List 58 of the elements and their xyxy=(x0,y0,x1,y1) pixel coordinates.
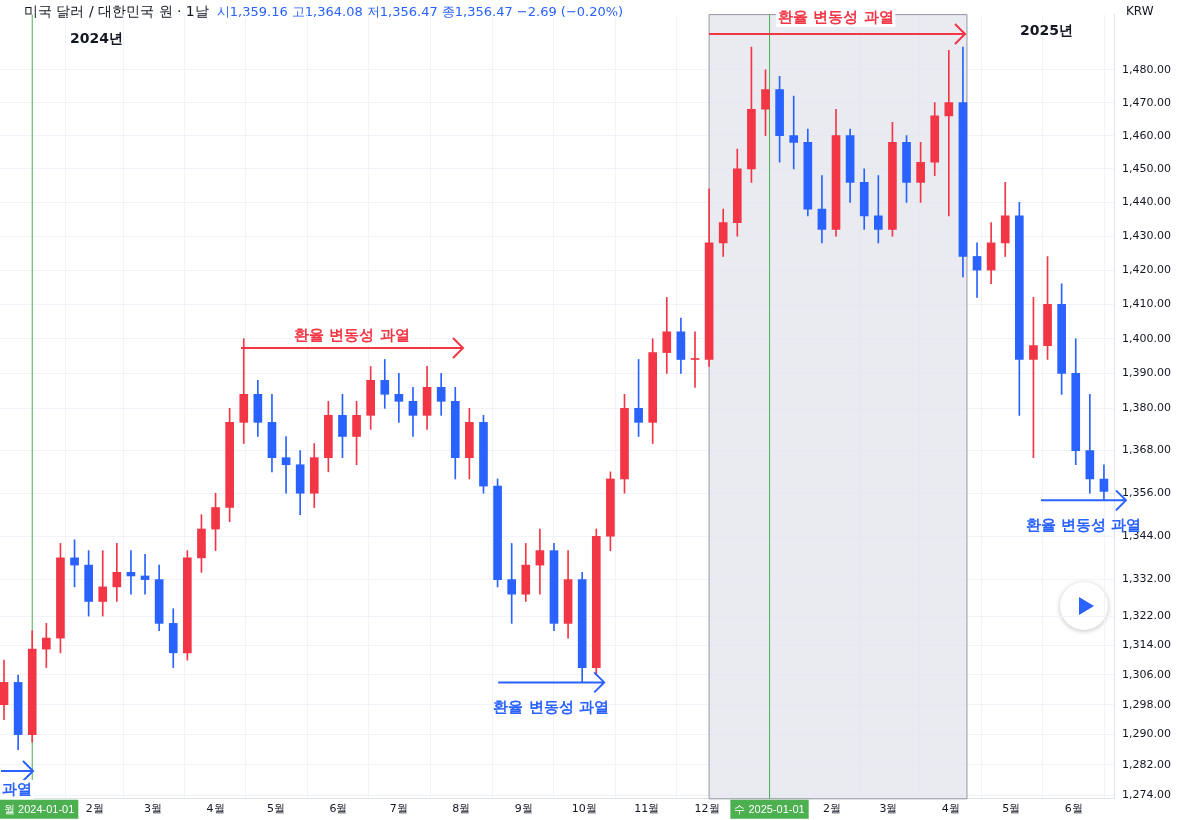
y-tick-label: 1,470.00 xyxy=(1122,95,1171,109)
candlestick xyxy=(690,331,700,388)
x-tick-label: 4월 xyxy=(941,802,960,816)
y-tick-label: 1,410.00 xyxy=(1122,297,1171,311)
x-tick-label: 8월 xyxy=(452,802,471,816)
x-tick-label: 6월 xyxy=(1064,802,1083,816)
x-tick-label: 3월 xyxy=(144,802,163,816)
y-tick-label: 1,306.00 xyxy=(1122,667,1171,681)
x-tick-label: 6월 xyxy=(329,802,348,816)
y-tick-label: 1,274.00 xyxy=(1122,787,1171,801)
y-tick-label: 1,322.00 xyxy=(1122,608,1171,622)
y-tick-label: 1,380.00 xyxy=(1122,401,1171,415)
y-tick-label: 1,400.00 xyxy=(1122,331,1171,345)
x-tick-label: 2월 xyxy=(822,802,841,816)
annotation: 환율 변동성 과열 xyxy=(776,8,896,27)
annotation: 2025년 xyxy=(1020,22,1073,40)
candlestick xyxy=(394,373,404,423)
x-tick-label: 5월 xyxy=(266,802,285,816)
candlestick xyxy=(112,543,122,602)
x-tick-label: 11월 xyxy=(634,802,660,816)
candlestick xyxy=(789,95,799,170)
y-tick-label: 1,332.00 xyxy=(1122,572,1171,586)
annotation: 환율 변동성 과열 xyxy=(493,697,609,716)
y-tick-label: 1,420.00 xyxy=(1122,262,1171,276)
candlestick xyxy=(98,550,108,617)
x-tick-label: 5월 xyxy=(1002,802,1021,816)
x-tick-label: 4월 xyxy=(206,802,225,816)
annotation: 환율 변동성 과열 xyxy=(292,326,412,345)
candlestick xyxy=(944,49,954,217)
annotation: 2024년 xyxy=(70,30,123,48)
candlestick xyxy=(535,528,545,595)
y-tick-label: 1,356.00 xyxy=(1122,486,1171,500)
x-tick-label: 7월 xyxy=(389,802,408,816)
y-tick-label: 1,368.00 xyxy=(1122,443,1171,457)
x-tick-label: 10월 xyxy=(571,802,597,816)
text: KRW xyxy=(1126,4,1154,18)
chart-title: 미국 달러 / 대한민국 원 · 1날 xyxy=(24,3,209,19)
ref-line-label: 수 2025-01-01 xyxy=(734,802,805,815)
y-tick-label: 1,460.00 xyxy=(1122,128,1171,142)
chart-subtitle: 시1,359.16 고1,364.08 저1,356.47 종1,356.47 −2.69 (−0.20%) xyxy=(216,4,624,19)
y-tick-label: 1,440.00 xyxy=(1122,195,1171,209)
x-tick-label: 2월 xyxy=(85,802,104,816)
y-tick-label: 1,430.00 xyxy=(1122,228,1171,242)
y-tick-label: 1,314.00 xyxy=(1122,638,1171,652)
annotation: 과열 xyxy=(0,780,34,799)
y-tick-label: 1,282.00 xyxy=(1122,757,1171,771)
y-tick-label: 1,480.00 xyxy=(1122,62,1171,76)
ref-line-label: 월 2024-01-01 xyxy=(4,802,75,815)
x-tick-label: 12월 xyxy=(694,802,720,816)
candlestick xyxy=(873,175,883,244)
x-tick-label: 3월 xyxy=(879,802,898,816)
y-tick-label: 1,450.00 xyxy=(1122,161,1171,175)
x-tick-label: 9월 xyxy=(514,802,533,816)
candlestick xyxy=(507,543,517,624)
y-tick-label: 1,298.00 xyxy=(1122,697,1171,711)
y-tick-label: 1,390.00 xyxy=(1122,366,1171,380)
candlestick xyxy=(281,436,291,494)
y-tick-label: 1,290.00 xyxy=(1122,727,1171,741)
